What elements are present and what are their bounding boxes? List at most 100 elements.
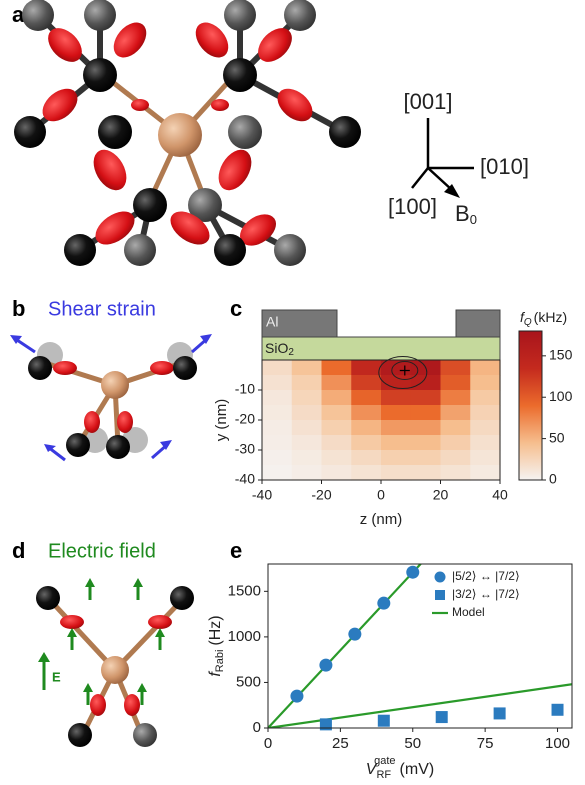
heat-cell <box>351 450 382 466</box>
panel-label: e <box>230 538 242 563</box>
heat-cell <box>351 405 382 421</box>
heat-cell <box>381 450 412 466</box>
oxide-name: SiO <box>265 340 288 356</box>
legend-marker <box>434 571 446 583</box>
heat-cell <box>410 405 442 421</box>
colorbar-tick-label: 0 <box>549 471 557 487</box>
heat-cell <box>470 450 501 466</box>
heat-cell <box>351 360 382 376</box>
y-tick-label: 1000 <box>228 628 261 645</box>
heat-cell <box>410 450 442 466</box>
legend-label: Model <box>452 605 485 619</box>
y-tick-label: 500 <box>236 673 261 690</box>
device-stack <box>261 309 501 361</box>
heat-cell <box>381 435 412 451</box>
marker-cross <box>399 365 410 376</box>
heat-cell <box>381 375 412 391</box>
heat-cell <box>321 390 352 406</box>
x-tick-label: 25 <box>332 735 349 752</box>
x-axis-label: VRF gate (mV) <box>366 755 434 781</box>
heat-cell <box>291 450 323 466</box>
model-line <box>268 564 423 728</box>
y-axis-label: y (nm) <box>213 399 230 442</box>
panel-label: b <box>12 296 25 321</box>
panel-label: d <box>12 538 25 563</box>
heat-cell <box>262 420 293 436</box>
y-tick-label: -10 <box>235 381 255 397</box>
axis-label: [001] <box>404 89 453 114</box>
panel-label: c <box>230 296 242 321</box>
point <box>319 658 333 672</box>
crystal-axes <box>411 118 474 198</box>
heat-cell <box>440 450 471 466</box>
x-tick-label: 0 <box>377 487 385 503</box>
x-tick-label: -40 <box>252 487 272 503</box>
y-tick-label: -30 <box>235 441 255 457</box>
heat-cell <box>262 375 293 391</box>
y-tick-label: 0 <box>253 719 261 736</box>
heat-cell <box>291 405 323 421</box>
heat-cell <box>351 390 382 406</box>
y-label-main: f <box>207 671 224 677</box>
heat-cell <box>291 375 323 391</box>
heat-cell <box>381 420 412 436</box>
colorbar-tick-label: 50 <box>549 429 565 445</box>
heat-cell <box>262 435 293 451</box>
axis-label: [010] <box>480 154 529 179</box>
model-line <box>268 683 572 728</box>
molecule-a <box>14 0 361 266</box>
point <box>435 711 448 724</box>
heat-cell <box>291 360 323 376</box>
heat-cell <box>321 375 352 391</box>
y-label-sub: Rabi <box>214 650 226 673</box>
x-label-unit: (mV) <box>400 761 435 778</box>
heat-cell <box>440 375 471 391</box>
x-tick-label: 50 <box>404 735 421 752</box>
heat-cell <box>381 465 412 481</box>
oxide-sub: 2 <box>288 347 294 358</box>
oxide-label: SiO2 <box>265 340 294 358</box>
x-tick-label: 20 <box>433 487 449 503</box>
x-axis-label: z (nm) <box>360 511 403 528</box>
heat-cell <box>410 375 442 391</box>
heat-cell <box>262 465 293 481</box>
y-axis-label: fRabi (Hz) <box>207 615 226 676</box>
x-tick-label: 40 <box>492 487 508 503</box>
heat-cell <box>321 420 352 436</box>
legend-marker <box>435 590 445 600</box>
heat-cell <box>262 360 293 376</box>
heat-cell <box>440 435 471 451</box>
heat-cell <box>440 390 471 406</box>
heat-cell <box>321 405 352 421</box>
field-label: B0 <box>455 201 477 228</box>
heat-cell <box>321 435 352 451</box>
point <box>406 565 420 579</box>
colorbar-tick-label: 100 <box>549 388 573 404</box>
point <box>551 703 564 716</box>
heat-cell <box>321 465 352 481</box>
metal-label: Al <box>266 314 278 330</box>
y-tick-label: -40 <box>235 471 255 487</box>
heat-cell <box>262 405 293 421</box>
y-tick-label: 1500 <box>228 582 261 599</box>
x-label-sup: gate <box>374 755 395 767</box>
heat-cell <box>410 420 442 436</box>
molecule-b <box>10 334 212 462</box>
heat-cell <box>410 465 442 481</box>
plot-frame <box>267 563 573 729</box>
heatmap: -40 -20 0 20 40 -40 -30 -20 -10 z (nm) y (nm) 0 50 10… <box>213 309 573 528</box>
x-tick-label: 100 <box>545 735 570 752</box>
heat-cell <box>291 420 323 436</box>
colorbar-label: fQ (kHz) <box>520 309 567 328</box>
heat-cell <box>351 420 382 436</box>
colorbar-label-main: f <box>520 309 526 325</box>
field-sub: 0 <box>470 212 477 227</box>
x-tick-label: 75 <box>477 735 494 752</box>
colorbar <box>518 330 543 481</box>
heat-cell <box>381 360 412 376</box>
legend-label: |3/2⟩ ↔ |7/2⟩ <box>452 587 520 601</box>
heat-cell <box>470 390 501 406</box>
point <box>348 627 362 641</box>
